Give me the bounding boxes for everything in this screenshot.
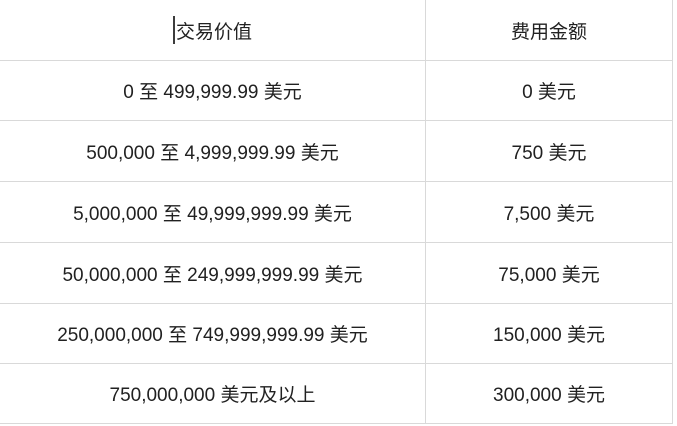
- fee-amount-text: 300,000 美元: [493, 385, 605, 406]
- fee-amount-text: 75,000 美元: [498, 264, 600, 286]
- column-header-label: 费用金额: [510, 21, 587, 43]
- table-cell-fee[interactable]: 150,000 美元: [426, 304, 673, 364]
- column-header-label: 交易价值: [175, 21, 252, 43]
- transaction-value-text: 5,000,000 至 49,999,999.99 美元: [73, 203, 352, 225]
- fee-amount-text: 150,000 美元: [493, 325, 605, 346]
- text-insertion-caret: [172, 16, 175, 44]
- fee-amount-text: 750 美元: [511, 142, 587, 164]
- table-cell-fee[interactable]: 7,500 美元: [426, 182, 673, 243]
- fee-amount-text: 7,500 美元: [503, 203, 595, 225]
- table-cell-range[interactable]: 50,000,000 至 249,999,999.99 美元: [0, 243, 426, 304]
- table-cell-range[interactable]: 5,000,000 至 49,999,999.99 美元: [0, 182, 426, 243]
- column-header-transaction-value[interactable]: 交易价值: [0, 0, 426, 61]
- table-cell-fee[interactable]: 75,000 美元: [426, 243, 673, 304]
- table-cell-fee[interactable]: 750 美元: [426, 121, 673, 182]
- column-header-fee-amount[interactable]: 费用金额: [426, 0, 673, 61]
- table-cell-range[interactable]: 0 至 499,999.99 美元: [0, 61, 426, 121]
- table-cell-range[interactable]: 250,000,000 至 749,999,999.99 美元: [0, 304, 426, 364]
- transaction-value-text: 750,000,000 美元及以上: [109, 385, 316, 406]
- transaction-value-text: 50,000,000 至 249,999,999.99 美元: [62, 264, 363, 286]
- fee-amount-text: 0 美元: [522, 82, 576, 103]
- transaction-value-text: 250,000,000 至 749,999,999.99 美元: [57, 325, 368, 346]
- transaction-value-text: 500,000 至 4,999,999.99 美元: [86, 142, 339, 164]
- table-cell-fee[interactable]: 0 美元: [426, 61, 673, 121]
- table-cell-range[interactable]: 500,000 至 4,999,999.99 美元: [0, 121, 426, 182]
- table-cell-fee[interactable]: 300,000 美元: [426, 364, 673, 424]
- transaction-value-text: 0 至 499,999.99 美元: [123, 82, 302, 103]
- table-cell-range[interactable]: 750,000,000 美元及以上: [0, 364, 426, 424]
